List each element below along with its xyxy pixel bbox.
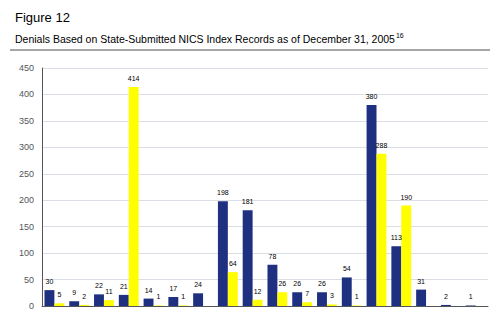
svg-text:78: 78 [269,253,277,260]
svg-text:Figure 12: Figure 12 [15,10,70,25]
svg-text:414: 414 [128,75,140,82]
svg-text:350: 350 [19,116,34,126]
svg-text:400: 400 [19,89,34,99]
svg-text:17: 17 [169,285,177,292]
svg-text:31: 31 [417,278,425,285]
svg-text:190: 190 [400,194,412,201]
svg-text:64: 64 [229,260,237,267]
svg-text:9: 9 [72,289,76,296]
svg-text:181: 181 [242,198,254,205]
svg-text:0: 0 [29,301,34,311]
svg-text:30: 30 [46,278,54,285]
svg-text:2: 2 [444,293,448,300]
svg-text:113: 113 [391,234,402,241]
svg-text:1: 1 [355,293,359,300]
svg-text:300: 300 [19,142,34,152]
svg-text:12: 12 [254,288,262,295]
svg-text:26: 26 [293,280,301,287]
svg-text:250: 250 [19,169,34,179]
svg-text:5: 5 [57,291,61,298]
svg-text:54: 54 [343,265,351,272]
svg-text:198: 198 [217,189,229,196]
svg-text:1: 1 [157,293,161,300]
svg-text:26: 26 [318,280,326,287]
svg-text:3: 3 [330,292,334,299]
svg-text:100: 100 [19,248,34,258]
svg-text:150: 150 [19,222,34,232]
svg-text:288: 288 [376,142,388,149]
svg-text:26: 26 [278,280,286,287]
svg-text:380: 380 [366,93,378,100]
svg-text:Denials Based on State-Submitt: Denials Based on State-Submitted NICS In… [15,33,395,45]
svg-text:450: 450 [19,63,34,73]
svg-text:16: 16 [396,32,404,39]
svg-text:21: 21 [120,283,128,290]
svg-text:22: 22 [95,282,103,289]
svg-text:7: 7 [305,290,309,297]
svg-text:11: 11 [105,288,112,295]
svg-text:2: 2 [82,293,86,300]
svg-text:50: 50 [24,275,34,285]
svg-text:24: 24 [194,281,202,288]
svg-text:14: 14 [145,287,153,294]
svg-text:1: 1 [181,293,185,300]
svg-text:1: 1 [469,293,473,300]
svg-text:200: 200 [19,195,34,205]
